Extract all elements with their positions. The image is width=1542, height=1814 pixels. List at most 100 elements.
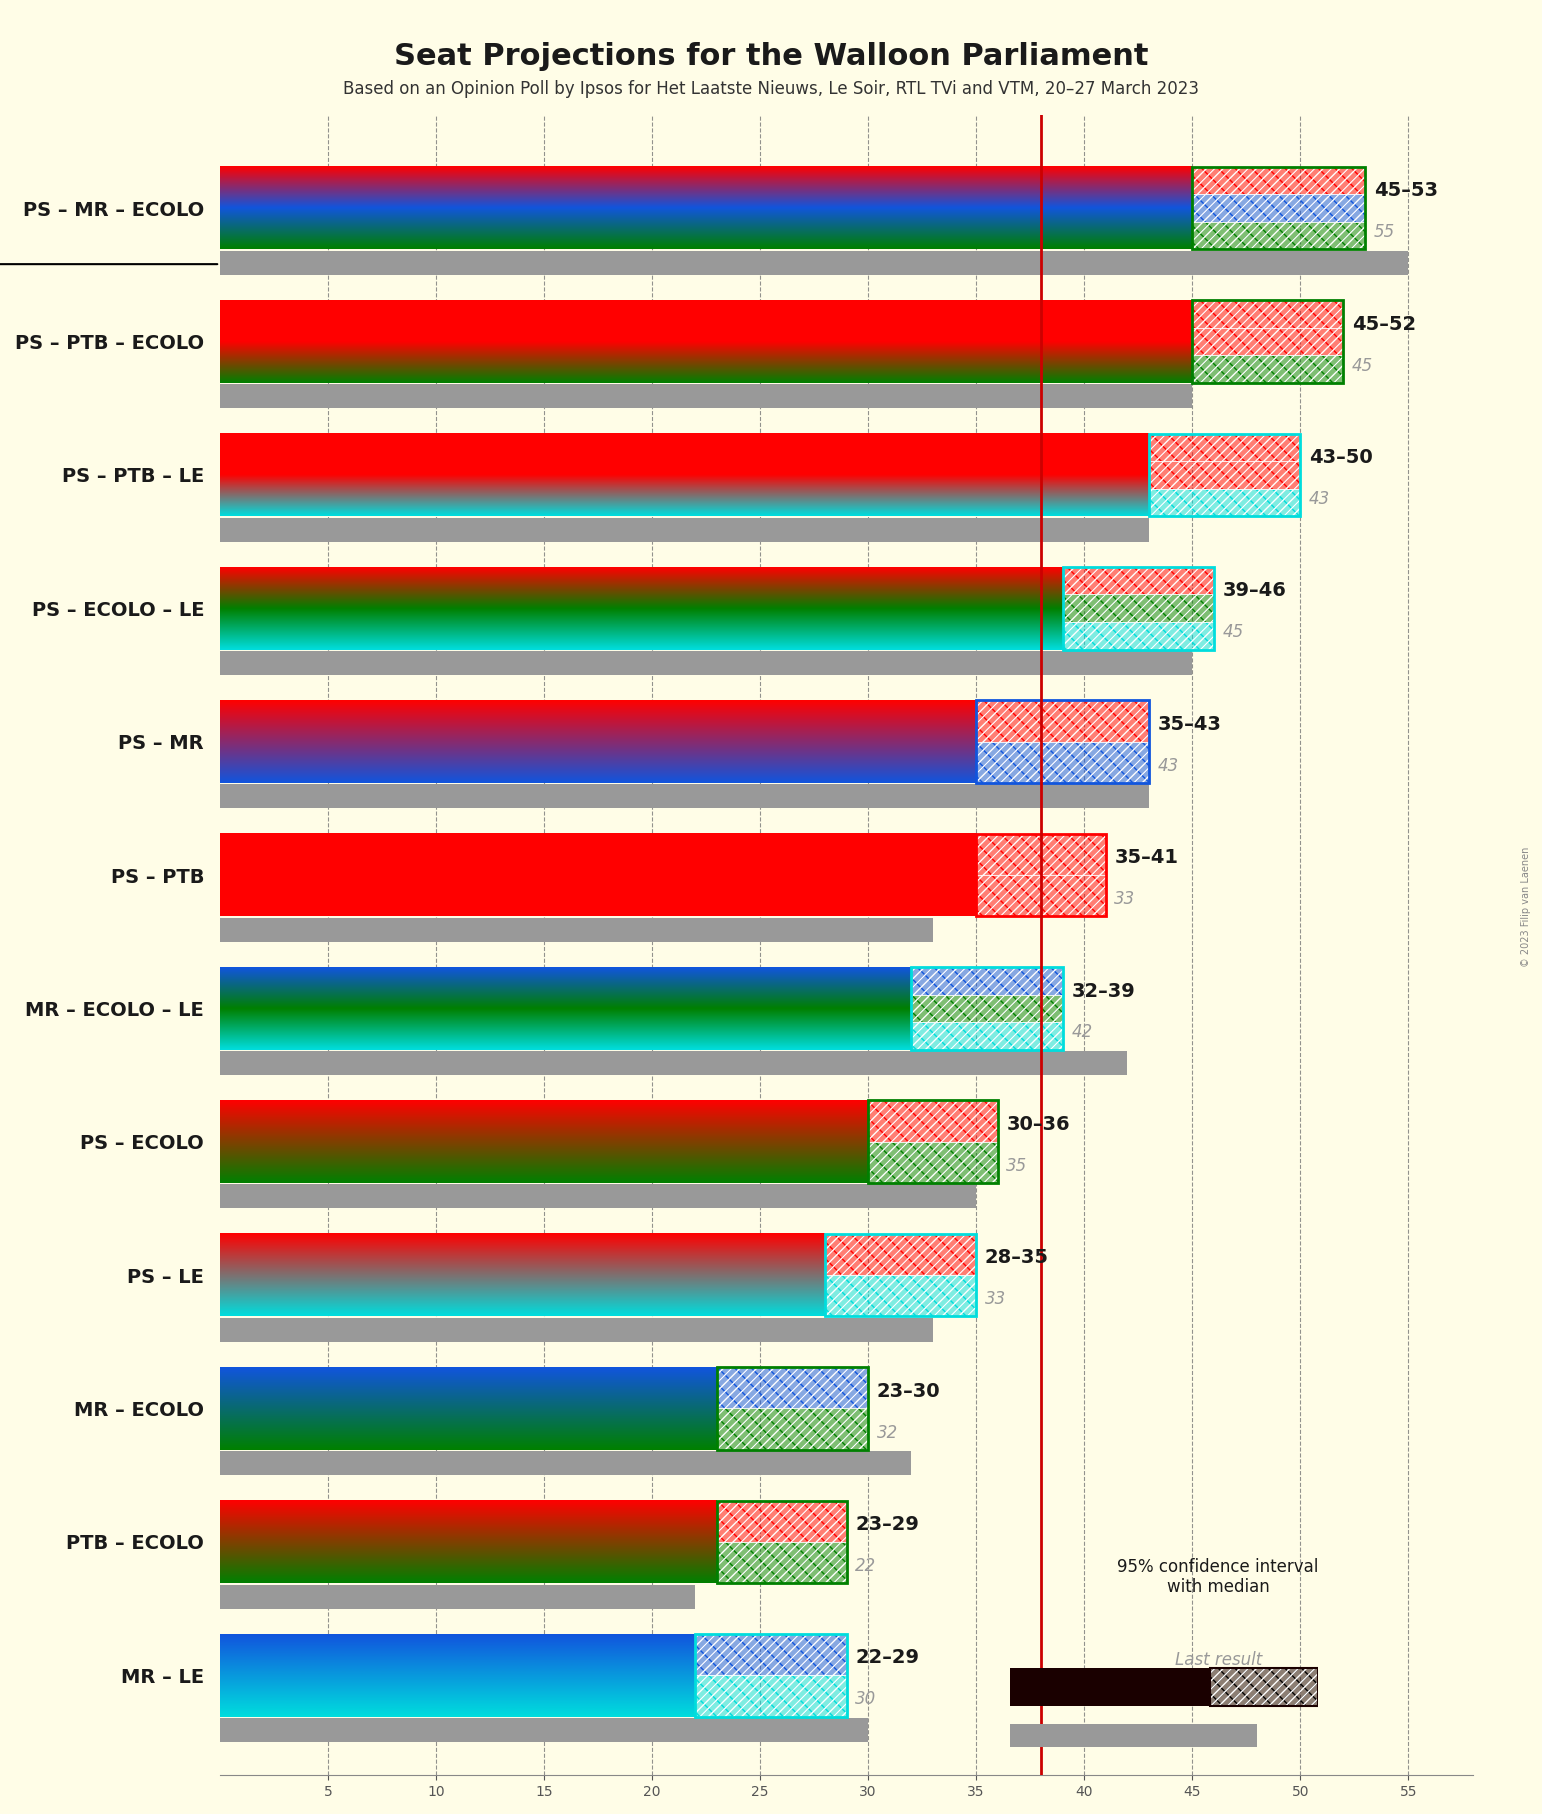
Bar [868, 1101, 998, 1141]
Text: 45–53: 45–53 [1374, 181, 1437, 200]
Bar [695, 1676, 847, 1716]
Bar [717, 1368, 868, 1408]
Bar [1192, 299, 1343, 328]
Bar [976, 834, 1106, 874]
Bar [221, 651, 1192, 675]
Bar [717, 1368, 868, 1449]
Bar [221, 1317, 933, 1342]
Bar [1149, 434, 1300, 461]
Bar [1192, 299, 1343, 328]
Bar [868, 1101, 998, 1183]
Bar [825, 1234, 976, 1275]
Bar [1062, 595, 1214, 622]
Text: 22–29: 22–29 [856, 1649, 919, 1667]
Bar [911, 967, 1062, 1050]
Bar [695, 1634, 847, 1716]
Bar [868, 1101, 998, 1141]
Bar [1062, 595, 1214, 622]
Bar [1192, 299, 1343, 328]
Bar [1192, 328, 1343, 356]
Bar [221, 1451, 911, 1475]
Text: 23–29: 23–29 [856, 1515, 919, 1535]
Text: Based on an Opinion Poll by Ipsos for Het Laatste Nieuws, Le Soir, RTL TVi and V: Based on an Opinion Poll by Ipsos for He… [342, 80, 1200, 98]
Bar [911, 1021, 1062, 1050]
Text: 43: 43 [1309, 490, 1331, 508]
Bar [717, 1500, 847, 1584]
Text: 28–35: 28–35 [985, 1248, 1049, 1268]
Text: 42: 42 [1072, 1023, 1092, 1041]
Bar [976, 742, 1149, 784]
Text: 45: 45 [1223, 624, 1244, 642]
Bar [825, 1234, 976, 1275]
Text: Seat Projections for the Walloon Parliament: Seat Projections for the Walloon Parliam… [393, 42, 1149, 71]
Bar [1062, 568, 1214, 595]
Text: 35: 35 [1007, 1157, 1027, 1175]
Bar [1010, 1667, 1210, 1705]
Bar [825, 1275, 976, 1317]
Text: 30: 30 [856, 1691, 876, 1709]
Bar [976, 874, 1106, 916]
Text: 43: 43 [1158, 756, 1180, 775]
Bar [1062, 568, 1214, 595]
Bar [1149, 488, 1300, 517]
Bar [868, 1141, 998, 1183]
Text: 32–39: 32–39 [1072, 981, 1135, 1001]
Bar [1149, 434, 1300, 461]
Bar [976, 700, 1149, 784]
Bar [825, 1234, 976, 1275]
Text: 55: 55 [1374, 223, 1396, 241]
Bar [1149, 488, 1300, 517]
Bar [1210, 1667, 1318, 1705]
Bar [911, 994, 1062, 1021]
Bar [976, 834, 1106, 874]
Bar [717, 1368, 868, 1408]
Bar [1192, 356, 1343, 383]
Text: 22: 22 [856, 1556, 876, 1575]
Bar [717, 1542, 847, 1584]
Bar [1210, 1667, 1318, 1705]
Bar [717, 1408, 868, 1449]
Bar [976, 834, 1106, 916]
Bar [911, 994, 1062, 1021]
Bar [221, 784, 1149, 809]
Text: 33: 33 [1115, 891, 1135, 909]
Text: 30–36: 30–36 [1007, 1116, 1070, 1134]
Bar [1192, 167, 1365, 194]
Bar [868, 1101, 998, 1141]
Text: 39–46: 39–46 [1223, 582, 1286, 600]
Bar [976, 742, 1149, 784]
Bar [1149, 461, 1300, 488]
Bar [221, 1718, 868, 1741]
Bar [1192, 356, 1343, 383]
Bar [911, 967, 1062, 994]
Bar [221, 517, 1149, 542]
Bar [221, 385, 1192, 408]
Bar [1192, 328, 1343, 356]
Bar [221, 1585, 695, 1609]
Bar [717, 1408, 868, 1449]
Bar [911, 967, 1062, 994]
Bar [976, 874, 1106, 916]
Bar [717, 1368, 868, 1408]
Bar [911, 994, 1062, 1021]
Bar [1192, 194, 1365, 221]
Bar [717, 1500, 847, 1542]
Bar [1192, 221, 1365, 250]
Bar [1149, 488, 1300, 517]
Bar [868, 1141, 998, 1183]
Bar [717, 1500, 847, 1542]
Bar [976, 700, 1149, 742]
Bar [1062, 568, 1214, 649]
Bar [911, 1021, 1062, 1050]
Bar [717, 1408, 868, 1449]
Text: Last result: Last result [1175, 1651, 1261, 1669]
Bar [1149, 434, 1300, 517]
Bar [1062, 622, 1214, 649]
Bar [976, 874, 1106, 916]
Text: 35–43: 35–43 [1158, 715, 1221, 735]
Bar [1192, 356, 1343, 383]
Text: 35–41: 35–41 [1115, 849, 1178, 867]
Bar [976, 742, 1149, 784]
Bar [695, 1676, 847, 1716]
Bar [1062, 622, 1214, 649]
